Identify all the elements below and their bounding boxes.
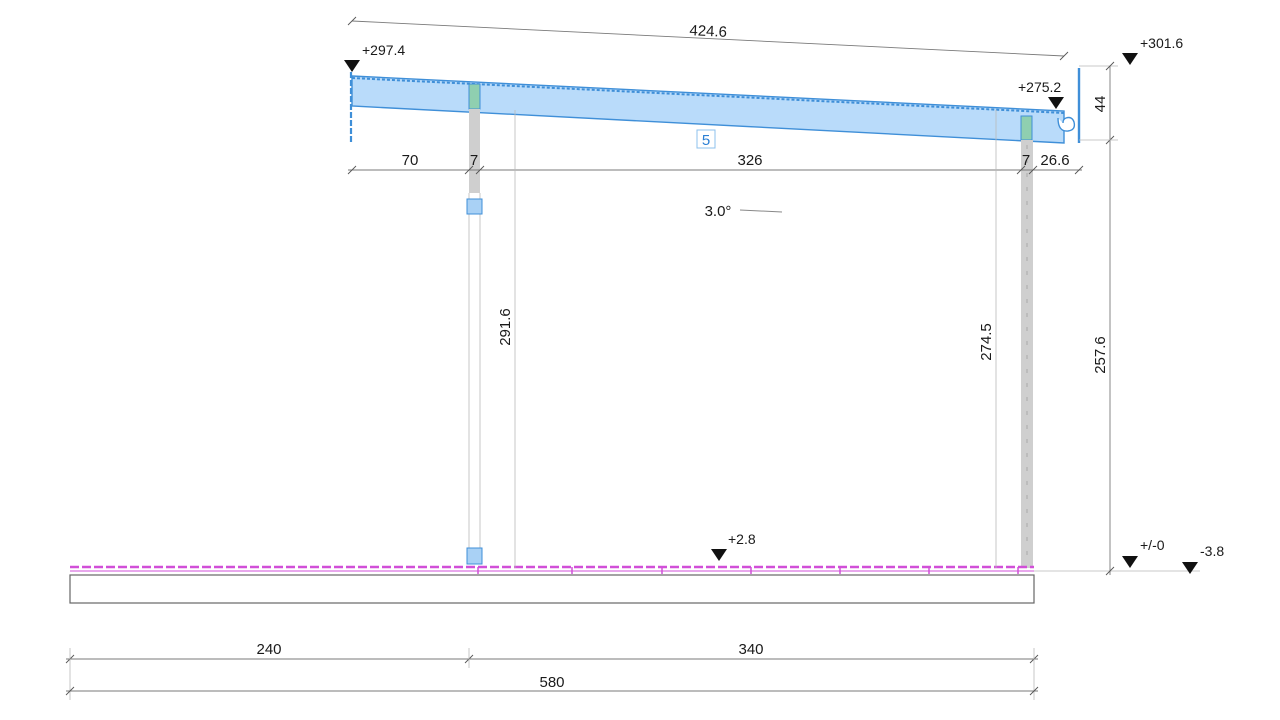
roof-beam-top-edge (351, 77, 1065, 114)
dim-height-overall-label: 257.6 (1092, 336, 1109, 374)
dim-height-overall: 257.6 (1092, 135, 1115, 576)
slope-label: 3.0° (705, 203, 732, 220)
right-post-body (1021, 140, 1033, 568)
dim-roof-chain: 70 7 326 7 26.6 (347, 152, 1084, 175)
right-post-connector (1020, 115, 1033, 141)
dim-height-left-post-label: 291.6 (497, 308, 514, 346)
dim-height-right-post: 274.5 (978, 110, 997, 568)
dim-post-right-width: 7 (1022, 152, 1030, 169)
level-ground: +/-0 (1122, 537, 1165, 568)
level-triangle-icon (1182, 562, 1198, 574)
gutter-profile-icon (1057, 116, 1076, 132)
level-triangle-icon (344, 60, 360, 72)
left-post-top-bracket (466, 198, 483, 215)
level-triangle-icon (1122, 53, 1138, 65)
level-floor-top-label: +2.8 (728, 531, 756, 547)
level-base-bottom-label: -3.8 (1200, 543, 1224, 559)
dim-base-total-label: 580 (539, 674, 564, 691)
dim-overhang-right: 26.6 (1040, 152, 1069, 169)
level-ground-label: +/-0 (1140, 537, 1165, 553)
level-triangle-icon (711, 549, 727, 561)
foundation-slab (69, 574, 1035, 604)
left-post (466, 109, 483, 565)
dim-roof-depth-label: 44 (1092, 96, 1109, 113)
dim-roof-length-label: 424.6 (689, 22, 727, 41)
element-tag-box (696, 129, 716, 149)
level-triangle-icon (1122, 556, 1138, 568)
level-roof-right-top: +301.6 (1122, 35, 1183, 65)
right-post (1021, 140, 1033, 568)
dim-base-chain: 240 340 (65, 641, 1039, 700)
dim-span-middle: 326 (737, 152, 762, 169)
dim-overhang-left: 70 (402, 152, 419, 169)
dim-base-left: 240 (256, 641, 281, 658)
level-roof-right-bottom: +275.2 (1018, 79, 1064, 109)
left-post-upper (469, 109, 480, 193)
dim-height-right-post-label: 274.5 (978, 323, 995, 361)
dim-roof-depth: 44 (1079, 61, 1118, 141)
dim-roof-length: 424.6 (347, 16, 1069, 61)
level-base-bottom: -3.8 (1182, 543, 1224, 574)
level-roof-right-top-label: +301.6 (1140, 35, 1183, 51)
level-roof-left-label: +297.4 (362, 42, 405, 58)
level-roof-right-bottom-label: +275.2 (1018, 79, 1061, 95)
slope-indicator (739, 209, 783, 213)
roof-beam (349, 68, 1081, 144)
level-roof-left: +297.4 (344, 42, 405, 72)
dim-height-left-post: 291.6 (497, 110, 516, 568)
element-tag: 5 (702, 132, 710, 149)
dim-post-left-width: 7 (470, 152, 478, 169)
level-floor-top: +2.8 (711, 531, 756, 561)
left-post-base-bracket (466, 547, 483, 565)
dim-base-right: 340 (738, 641, 763, 658)
floor (69, 565, 1200, 604)
level-triangle-icon (1048, 97, 1064, 109)
left-post-connector (468, 83, 481, 110)
dim-base-total: 580 (65, 674, 1039, 696)
